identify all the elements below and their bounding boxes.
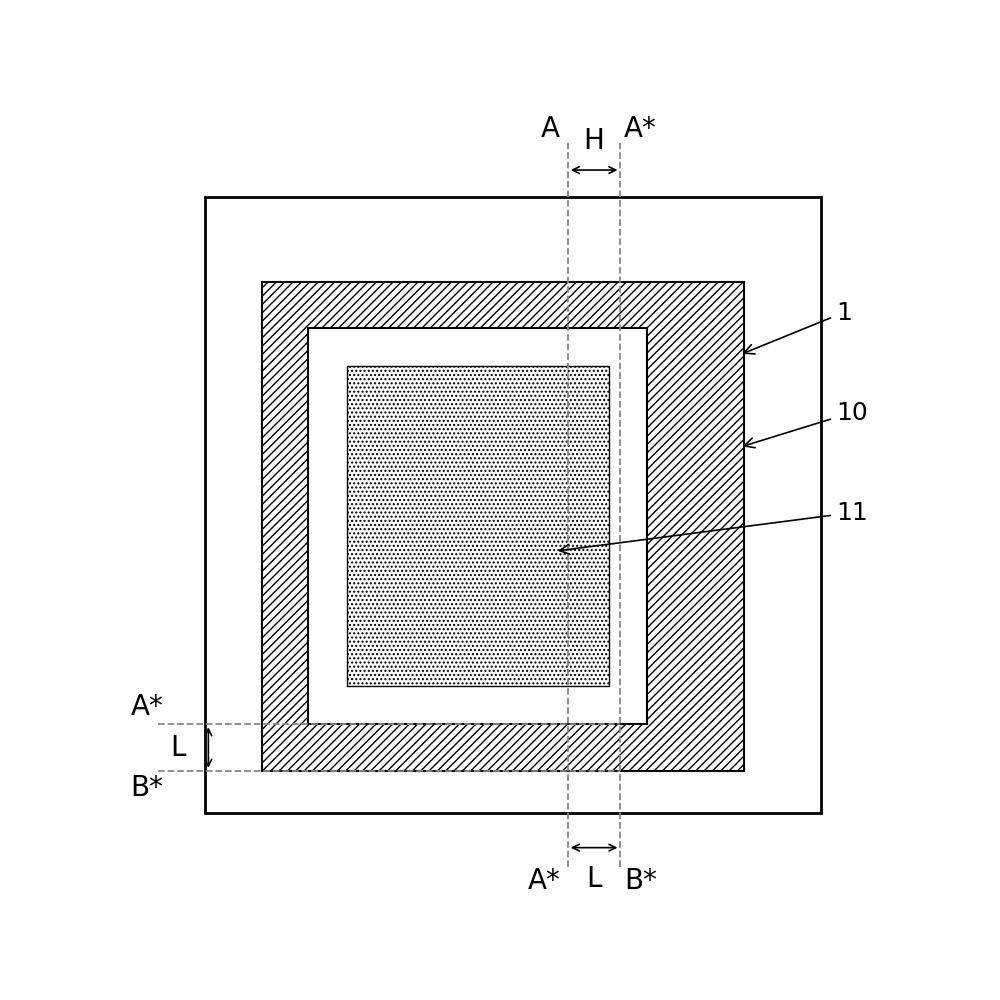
- Text: A*: A*: [527, 867, 560, 895]
- Bar: [262, 282, 744, 771]
- Text: L: L: [586, 865, 602, 893]
- Text: 1: 1: [744, 300, 852, 354]
- Bar: [205, 197, 820, 813]
- Bar: [308, 328, 647, 724]
- Text: 10: 10: [744, 401, 868, 448]
- Text: L: L: [170, 734, 185, 762]
- Text: B*: B*: [130, 774, 163, 802]
- Text: A*: A*: [130, 693, 163, 721]
- Text: 11: 11: [559, 501, 868, 554]
- Bar: [347, 366, 609, 686]
- Text: A*: A*: [624, 115, 657, 143]
- Text: A: A: [541, 115, 560, 143]
- Text: H: H: [584, 127, 605, 155]
- Text: B*: B*: [624, 867, 657, 895]
